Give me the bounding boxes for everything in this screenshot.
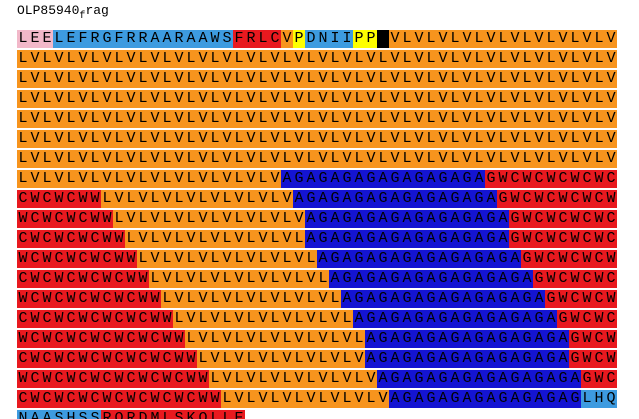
residue-segment: GWCWCWCWC (509, 230, 617, 248)
residue-segment: V (281, 30, 293, 48)
residue-segment: AGAGAGAGAGAGAGAGA (293, 190, 497, 208)
sequence-row: LVLVLVLVLVLVLVLVLVLVLV AGAGAGAGAGAGAGAGA G… (17, 170, 617, 188)
residue-segment: GWCWCWCW (521, 250, 617, 268)
residue-segment: LVLVLVLVLVLVLVL (125, 230, 305, 248)
residue-segment: LVLVLVLVLVLVLVL (161, 290, 341, 308)
residue-segment: AGAGAGAGAGAGAGAGA (365, 330, 569, 348)
sequence-row: CWCWCWCWCWCWCWW LVLVLVLVLVLVLV AGAGAGAGAGA… (17, 350, 617, 368)
residue-segment: X (377, 30, 389, 48)
residue-segment: LVLVLVLVLVLVLVL (185, 330, 365, 348)
residue-segment: NAASHSS (17, 410, 101, 419)
residue-segment: LVLVLVLVLVLVLVLVLVLVLVLVLVLVLVLVLVLVLVLV… (17, 70, 617, 88)
residue-segment: GWCWCWCWC (509, 210, 617, 228)
residue-segment: RQRDMLSKQLLE (101, 410, 245, 419)
sequence-row: WCWCWCWCWW LVLVLVLVLVLVLVL AGAGAGAGAGAGAGA… (17, 250, 617, 268)
sequence-row: WCWCWCWCWCWCWCWW LVLVLVLVLVLVLV AGAGAGAGAG… (17, 370, 617, 388)
title-rest: rag (85, 3, 109, 18)
residue-segment: AGAGAGAGAGAGAGAGA (281, 170, 485, 188)
sequence-row: LEE LEFRGFRRAARAAWS FRLC V P DNII PP X VLVLVLVLV… (17, 30, 617, 48)
residue-segment: CWCWCWCWCWCWW (17, 310, 173, 328)
sequence-row: CWCWCWCWCWCWCWCWW LVLVLVLVLVLVLV AGAGAGAGA… (17, 390, 617, 408)
sequence-row: NAASHSS RQRDMLSKQLLE (17, 410, 617, 419)
residue-segment: PP (353, 30, 377, 48)
residue-segment: AGAGAGAGAGAGAGAGA (341, 290, 545, 308)
residue-segment: AGAGAGAGAGAGAGAGA (305, 210, 509, 228)
sequence-row: CWCWCWW LVLVLVLVLVLVLVLV AGAGAGAGAGAGAGAGA… (17, 190, 617, 208)
residue-segment: LVLVLVLVLVLVLVL (173, 310, 353, 328)
residue-segment: VLVLVLVLVLVLVLVLVLV (389, 30, 617, 48)
residue-segment: GWCWCWCWCWC (485, 170, 617, 188)
residue-segment: LVLVLVLVLVLVLVLVLVLVLVLVLVLVLVLVLVLVLVLV… (17, 130, 617, 148)
residue-segment: CWCWCWCWCWCWCWCWW (17, 390, 221, 408)
residue-segment: GWCWCWCWCW (497, 190, 617, 208)
title: OLP85940frag (17, 3, 109, 22)
sequence-row: CWCWCWCWCWCWW LVLVLVLVLVLVLVL AGAGAGAGAGAG… (17, 310, 617, 328)
residue-segment: LVLVLVLVLVLVLV (197, 350, 365, 368)
sequence-row: LVLVLVLVLVLVLVLVLVLVLVLVLVLVLVLVLVLVLVLV… (17, 110, 617, 128)
residue-segment: WCWCWCWCWW (17, 250, 137, 268)
residue-segment: LVLVLVLVLVLVLVL (149, 270, 329, 288)
residue-segment: CWCWCWCWCWCWCWW (17, 350, 197, 368)
residue-segment: LVLVLVLVLVLVLVLVLVLVLVLVLVLVLVLVLVLVLVLV… (17, 110, 617, 128)
sequence-row: CWCWCWCWCWW LVLVLVLVLVLVLVL AGAGAGAGAGAGAG… (17, 270, 617, 288)
residue-segment: WCWCWCWW (17, 210, 113, 228)
residue-segment: AGAGAGAGAGAGAGAG (389, 390, 581, 408)
sequence-row: WCWCWCWW LVLVLVLVLVLVLVLV AGAGAGAGAGAGAGAG… (17, 210, 617, 228)
residue-segment: WCWCWCWCWCWW (17, 290, 161, 308)
sequence-row: LVLVLVLVLVLVLVLVLVLVLVLVLVLVLVLVLVLVLVLV… (17, 150, 617, 168)
sequence-block: LEE LEFRGFRRAARAAWS FRLC V P DNII PP X VLVLVLVLV… (17, 30, 617, 419)
residue-segment: AGAGAGAGAGAGAGAGA (377, 370, 581, 388)
residue-segment: AGAGAGAGAGAGAGAGA (365, 350, 569, 368)
residue-segment: LVLVLVLVLVLVLVLVLVLVLVLVLVLVLVLVLVLVLVLV… (17, 50, 617, 68)
sequence-row: LVLVLVLVLVLVLVLVLVLVLVLVLVLVLVLVLVLVLVLV… (17, 130, 617, 148)
sequence-row: WCWCWCWCWCWW LVLVLVLVLVLVLVL AGAGAGAGAGAGA… (17, 290, 617, 308)
residue-segment: LVLVLVLVLVLVLVL (137, 250, 317, 268)
residue-segment: CWCWCWCWW (17, 230, 125, 248)
sequence-row: LVLVLVLVLVLVLVLVLVLVLVLVLVLVLVLVLVLVLVLV… (17, 70, 617, 88)
residue-segment: WCWCWCWCWCWCWCWW (17, 370, 209, 388)
residue-segment: CWCWCWCWCWW (17, 270, 149, 288)
title-sub: f (79, 11, 86, 22)
residue-segment: LHQ (581, 390, 617, 408)
residue-segment: AGAGAGAGAGAGAGAGA (329, 270, 533, 288)
residue-segment: LVLVLVLVLVLVLV (221, 390, 389, 408)
sequence-row: WCWCWCWCWCWCWW LVLVLVLVLVLVLVL AGAGAGAGAGA… (17, 330, 617, 348)
residue-segment: LVLVLVLVLVLVLVLVLVLVLVLVLVLVLVLVLVLVLVLV… (17, 150, 617, 168)
title-main: OLP85940 (17, 3, 80, 18)
residue-segment: FRLC (233, 30, 281, 48)
residue-segment: CWCWCWW (17, 190, 101, 208)
residue-segment: GWCW (569, 350, 617, 368)
residue-segment: GWCWCW (545, 290, 617, 308)
residue-segment: AGAGAGAGAGAGAGAGA (353, 310, 557, 328)
sequence-row: LVLVLVLVLVLVLVLVLVLVLVLVLVLVLVLVLVLVLVLV… (17, 90, 617, 108)
residue-segment: LVLVLVLVLVLVLVLVLVLVLV (17, 170, 281, 188)
residue-segment: P (293, 30, 305, 48)
residue-segment: LVLVLVLVLVLVLV (209, 370, 377, 388)
residue-segment: LVLVLVLVLVLVLVLV (113, 210, 305, 228)
residue-segment: LVLVLVLVLVLVLVLVLVLVLVLVLVLVLVLVLVLVLVLV… (17, 90, 617, 108)
residue-segment: GWCWCWC (533, 270, 617, 288)
residue-segment: AGAGAGAGAGAGAGAGA (305, 230, 509, 248)
residue-segment: LVLVLVLVLVLVLVLV (101, 190, 293, 208)
residue-segment: LEFRGFRRAARAAWS (53, 30, 233, 48)
sequence-row: LVLVLVLVLVLVLVLVLVLVLVLVLVLVLVLVLVLVLVLV… (17, 50, 617, 68)
residue-segment: DNII (305, 30, 353, 48)
residue-segment: WCWCWCWCWCWCWW (17, 330, 185, 348)
residue-segment: AGAGAGAGAGAGAGAGA (317, 250, 521, 268)
residue-segment: GWCWC (557, 310, 617, 328)
sequence-row: CWCWCWCWW LVLVLVLVLVLVLVL AGAGAGAGAGAGAGAG… (17, 230, 617, 248)
residue-segment: GWCW (569, 330, 617, 348)
residue-segment: LEE (17, 30, 53, 48)
residue-segment: GWC (581, 370, 617, 388)
